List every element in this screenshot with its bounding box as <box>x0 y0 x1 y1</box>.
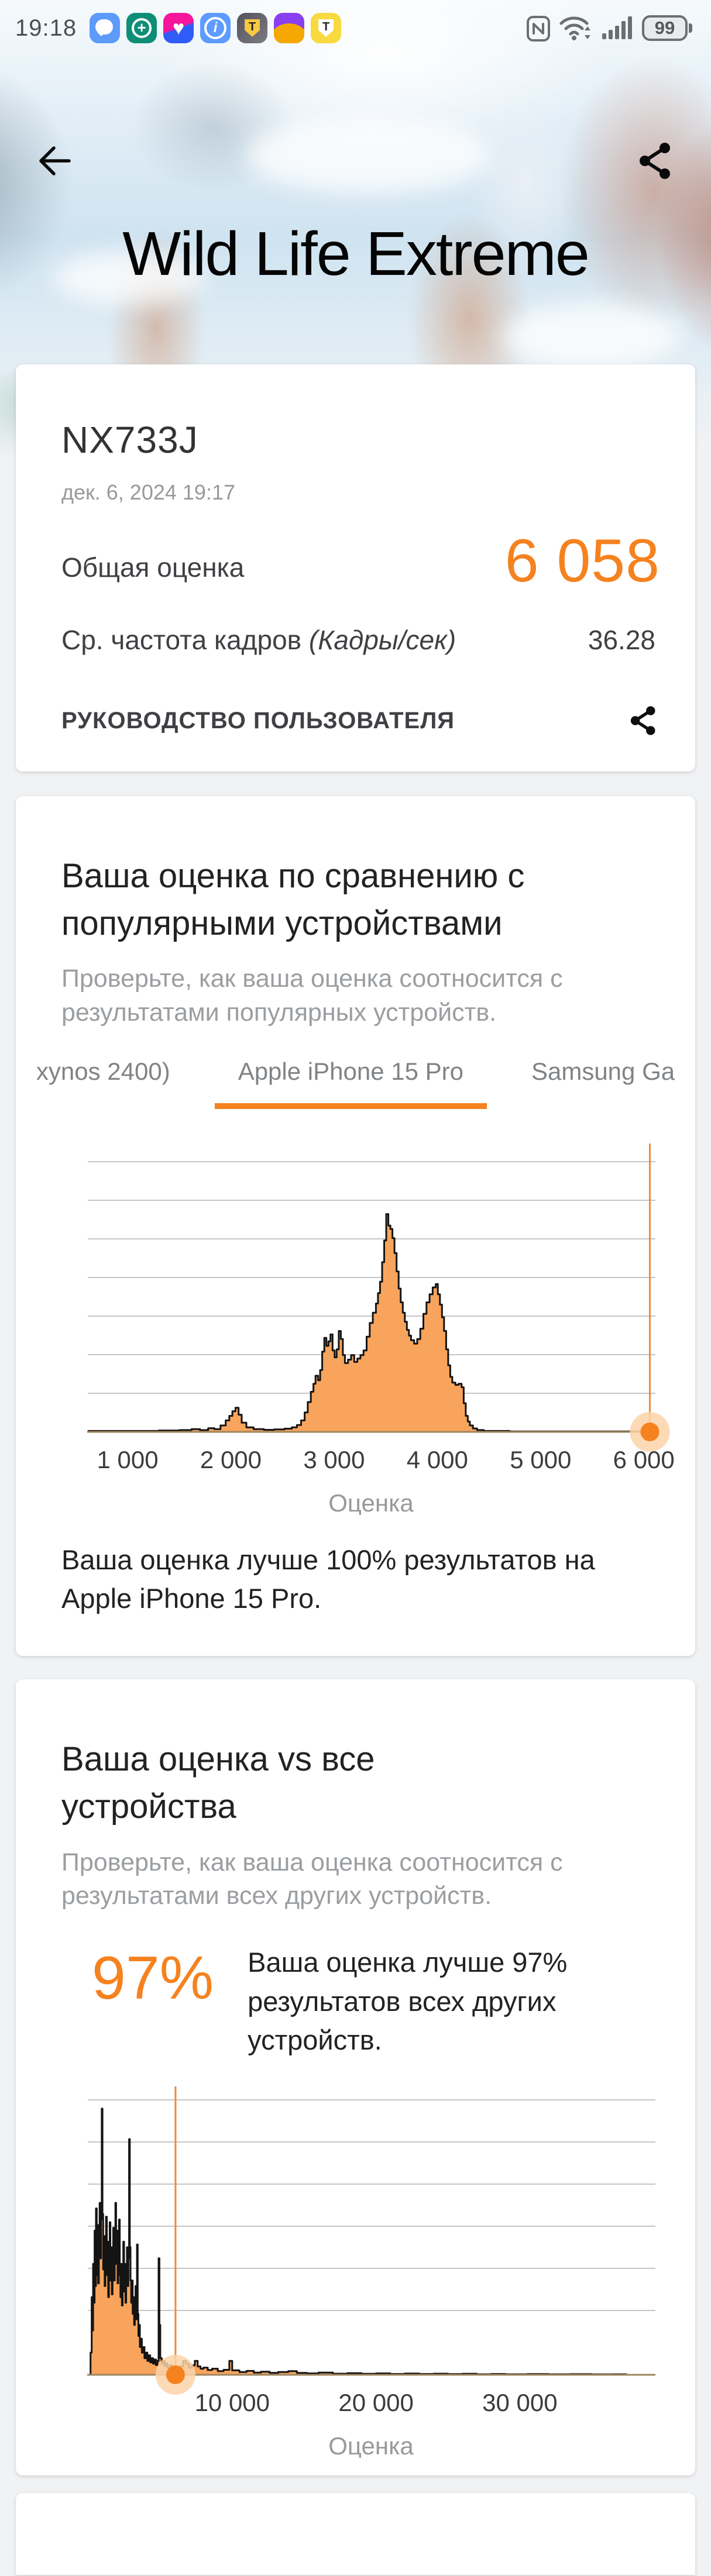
bank-t-yellow-app-icon: T <box>311 13 342 43</box>
compare-popular-title: Ваша оценка по сравнению с популярными у… <box>61 857 525 943</box>
result-summary-card: NX733J дек. 6, 2024 19:17 Общая оценка 6… <box>16 364 695 772</box>
info-app-icon: i <box>200 13 231 43</box>
tab-samsung-galaxy[interactable]: Samsung Ga <box>531 1057 675 1085</box>
back-button[interactable] <box>34 140 75 181</box>
compare-popular-card: Ваша оценка по сравнению с популярными у… <box>16 796 695 1657</box>
cloud-shape <box>503 304 679 369</box>
tab-exynos-2400[interactable]: xynos 2400) <box>36 1057 170 1085</box>
fps-label: Ср. частота кадров (Кадры/сек) <box>61 625 456 655</box>
bank-t-dark-app-icon: T <box>237 13 268 43</box>
benchmark-title: Wild Life Extreme <box>122 219 590 288</box>
notification-icons: + ♥ i T T <box>90 13 342 43</box>
x-axis-title: Оценка <box>328 2432 414 2458</box>
x-tick-label: 1 000 <box>97 1446 158 1473</box>
percentile-value: 97% <box>92 1944 214 2012</box>
share-icon <box>640 143 670 179</box>
x-tick-label: 4 000 <box>407 1446 468 1473</box>
compare-all-subtitle: Проверьте, как ваша оценка соотносится с… <box>61 1848 563 1910</box>
fps-row: Ср. частота кадров (Кадры/сек) 36.28 <box>61 624 660 656</box>
share-icon <box>630 706 655 735</box>
back-arrow-icon <box>39 146 71 175</box>
result-datetime: дек. 6, 2024 19:17 <box>61 480 235 504</box>
battery-icon: 99 <box>642 13 696 43</box>
cloud-shape <box>246 117 492 193</box>
system-status-icons: 99 <box>526 13 696 43</box>
battery-percent: 99 <box>642 15 688 41</box>
histogram-outline <box>87 1213 655 1432</box>
histogram-area <box>90 2109 627 2375</box>
overall-score-label: Общая оценка <box>61 552 245 583</box>
health-plus-app-icon: + <box>126 13 157 43</box>
compare-popular-subtitle: Проверьте, как ваша оценка соотносится с… <box>61 965 563 1027</box>
compare-all-title: Ваша оценка vs все устройства <box>61 1740 375 1826</box>
score-distribution-chart-all: 10 000 20 000 30 000 Оценка <box>87 2086 655 2458</box>
device-tabs: xynos 2400) Apple iPhone 15 Pro Samsung … <box>31 1058 680 1115</box>
signal-strength-icon <box>602 16 632 39</box>
clock: 19:18 <box>15 15 77 41</box>
score-distribution-chart-popular: 1 000 2 000 3 000 4 000 5 000 6 000 Оценка <box>87 1143 675 1515</box>
compare-popular-result-text: Ваша оценка лучше 100% результатов на Ap… <box>61 1544 595 1614</box>
x-tick-label: 20 000 <box>338 2389 413 2416</box>
x-tick-label: 5 000 <box>510 1446 571 1473</box>
histogram-outline <box>90 2107 627 2375</box>
x-tick-label: 2 000 <box>200 1446 262 1473</box>
x-tick-label: 6 000 <box>613 1446 675 1473</box>
device-name: NX733J <box>61 419 198 461</box>
wifi-icon <box>559 16 590 40</box>
nfc-icon <box>527 16 550 42</box>
your-score-marker-dot <box>166 2365 185 2385</box>
result-share-button[interactable] <box>628 705 660 736</box>
header-share-button[interactable] <box>636 140 677 181</box>
x-tick-label: 10 000 <box>195 2389 270 2416</box>
x-axis-title: Оценка <box>328 1489 414 1515</box>
next-card-partial <box>16 2493 695 2575</box>
tab-apple-iphone-15-pro[interactable]: Apple iPhone 15 Pro <box>214 1058 487 1109</box>
heart-app-icon: ♥ <box>163 13 194 43</box>
fps-unit: (Кадры/сек) <box>308 625 456 655</box>
status-bar: 19:18 + ♥ i T T <box>0 0 711 56</box>
your-score-marker-dot <box>640 1422 660 1441</box>
percentile-row: 97% Ваша оценка лучше 97% результатов вс… <box>61 1944 650 2060</box>
cloud-shape <box>53 252 205 304</box>
overall-score-value: 6 058 <box>504 527 660 595</box>
wallet-app-icon <box>274 13 305 43</box>
user-guide-row: РУКОВОДСТВО ПОЛЬЗОВАТЕЛЯ <box>61 705 660 736</box>
compare-all-card: Ваша оценка vs все устройства Проверьте,… <box>16 1679 695 2476</box>
user-guide-button[interactable]: РУКОВОДСТВО ПОЛЬЗОВАТЕЛЯ <box>61 707 455 733</box>
fps-value: 36.28 <box>588 625 655 655</box>
x-tick-label: 3 000 <box>303 1446 365 1473</box>
compare-all-result-text: Ваша оценка лучше 97% результатов всех д… <box>248 1946 568 2056</box>
overall-score-row: Общая оценка 6 058 <box>61 531 660 591</box>
chat-app-icon <box>90 13 121 43</box>
x-tick-label: 30 000 <box>482 2389 557 2416</box>
